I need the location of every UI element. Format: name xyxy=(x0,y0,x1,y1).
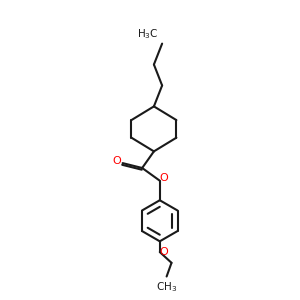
Text: O: O xyxy=(160,247,169,257)
Text: H$_3$C: H$_3$C xyxy=(137,27,159,41)
Text: O: O xyxy=(113,156,122,166)
Text: CH$_3$: CH$_3$ xyxy=(156,280,177,294)
Text: O: O xyxy=(160,173,169,183)
